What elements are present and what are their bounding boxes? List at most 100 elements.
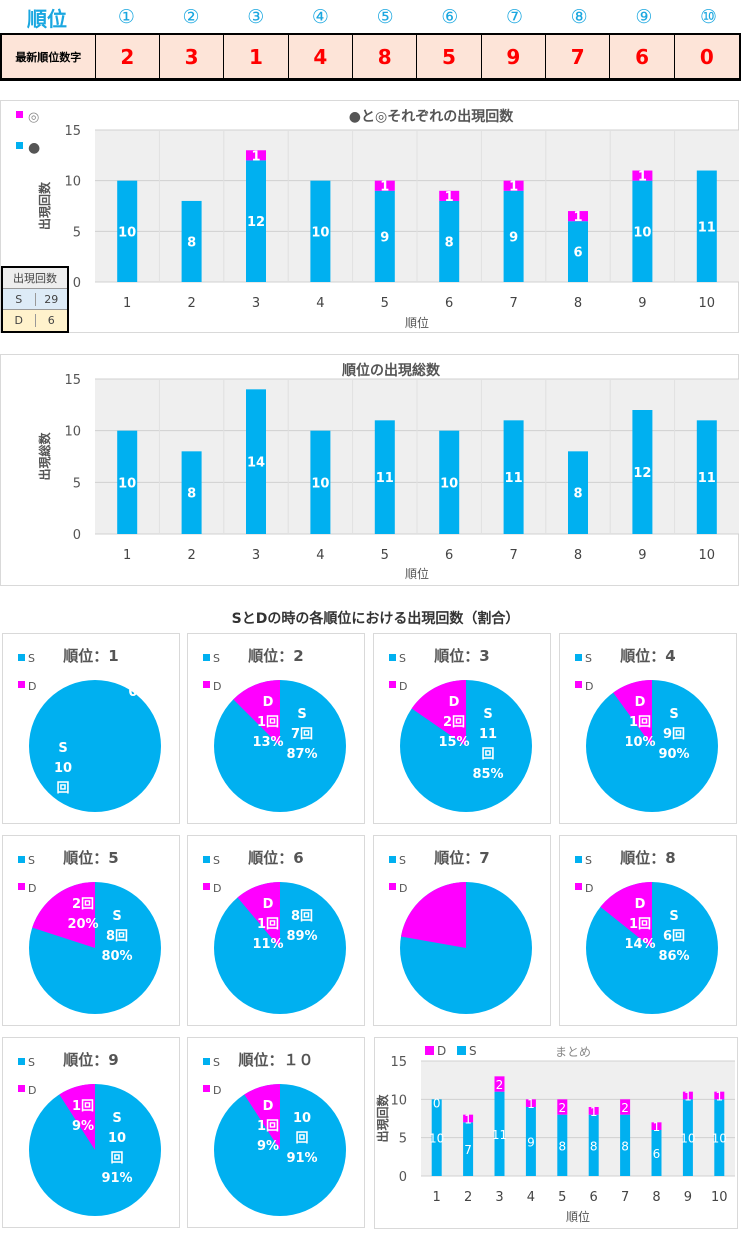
- digit-cell: 0: [699, 44, 714, 69]
- legend-swatch-s: [203, 1058, 210, 1065]
- x-tick-label: 10: [711, 1190, 728, 1205]
- bar-total: [568, 451, 588, 534]
- bar-●: [696, 170, 717, 282]
- legend-d: D: [399, 680, 407, 693]
- legend-swatch-s: [18, 856, 25, 863]
- data-label: 1: [509, 180, 518, 195]
- pie-slice-d: [401, 882, 466, 948]
- y-tick-label: 0: [399, 1170, 407, 1185]
- legend-s: S: [28, 652, 35, 665]
- x-tick-label: 7: [509, 548, 517, 563]
- x-axis-title: 順位: [405, 315, 429, 330]
- position-6: ⑥: [441, 6, 459, 28]
- bar-total: [310, 430, 331, 534]
- legend-s: S: [28, 854, 35, 867]
- x-tick-label: 4: [527, 1190, 535, 1205]
- legend-s: S: [213, 652, 220, 665]
- pie-title: 順位：１０: [237, 1051, 313, 1069]
- x-axis-title: 順位: [405, 566, 429, 581]
- data-label: 10: [440, 476, 458, 491]
- position-5: ⑤: [376, 6, 394, 28]
- pie-label-d: 10%: [624, 735, 655, 750]
- data-label: 2: [621, 1101, 629, 1115]
- y-axis-title: 出現回数: [375, 1094, 390, 1143]
- pie-label-d: 1回: [72, 1099, 94, 1114]
- pie-slice-d: [600, 882, 652, 948]
- pie-label-s: S: [58, 741, 67, 756]
- x-tick-label: 1: [123, 296, 131, 311]
- pie-label-s: S: [669, 909, 678, 924]
- x-tick-label: 8: [574, 548, 582, 563]
- data-label: 6: [573, 246, 582, 261]
- legend-swatch-s: [18, 654, 25, 661]
- pie-label-s: 90%: [658, 747, 689, 762]
- x-tick-label: 5: [381, 548, 389, 563]
- bar-D: [588, 1107, 599, 1115]
- legend-swatch-s: [18, 1058, 25, 1065]
- legend-swatch-s: [203, 856, 210, 863]
- d-key: D: [14, 314, 23, 327]
- pie-chart-rank-9: 順位：9 S D S 10 回 91% 1回 9%: [2, 1037, 180, 1228]
- counts-title: 出現回数: [13, 272, 57, 285]
- pie-label-d: 9%: [72, 1119, 94, 1134]
- y-tick-label: 10: [64, 425, 81, 440]
- bar-total: [439, 430, 460, 534]
- legend-s: S: [469, 1044, 477, 1058]
- legend-s: S: [28, 1056, 35, 1069]
- data-label: 1: [445, 190, 454, 205]
- legend-double-circle: ◎: [28, 110, 39, 125]
- x-tick-label: 9: [684, 1190, 692, 1205]
- pie-label-d: 20%: [67, 917, 98, 932]
- data-label: 9: [509, 230, 518, 245]
- legend-d: D: [213, 1084, 221, 1097]
- pie-label-s: 11: [479, 727, 497, 742]
- x-tick-label: 3: [252, 296, 260, 311]
- x-axis-title: 順位: [566, 1209, 590, 1224]
- position-3: ③: [247, 6, 265, 28]
- pie-title: 順位：3: [433, 647, 489, 665]
- data-label: 10: [633, 225, 651, 240]
- pie-title: 順位：1: [62, 647, 118, 665]
- pie-label-s: 7回: [291, 727, 313, 742]
- x-tick-label: 5: [381, 296, 389, 311]
- digit-cell: 2: [96, 35, 160, 78]
- x-tick-label: 7: [509, 296, 517, 311]
- bar-S: [463, 1122, 474, 1176]
- legend-swatch-d: [425, 1046, 434, 1055]
- legend-swatch-s: [389, 654, 396, 661]
- chart-title: 順位の出現総数: [342, 362, 441, 379]
- x-tick-label: 4: [316, 548, 324, 563]
- legend-s: S: [585, 652, 592, 665]
- digit-cell: 4: [289, 35, 353, 78]
- pie-label-s: 89%: [286, 929, 317, 944]
- position-4: ④: [311, 6, 329, 28]
- pie-chart-rank-1: 順位：1 S D S 10 回 0: [2, 633, 180, 824]
- chart-each-count: 0 5 10 15 ●と◎それぞれの出現回数 順位 出現回数 1 10 2 8 3 12 1 4 10 5 9 1 6…: [0, 100, 739, 333]
- bar-●: [632, 180, 653, 282]
- bar-D: [714, 1091, 725, 1100]
- pie-label-d: 2回: [443, 715, 465, 730]
- pie-section-title: SとDの時の各順位における出現回数（割合）: [231, 611, 520, 627]
- legend-swatch-d: [203, 681, 210, 688]
- legend-swatch-d: [18, 1085, 25, 1092]
- pie-label-d: D: [263, 695, 274, 710]
- bar-◎: [246, 150, 266, 161]
- data-label: 11: [505, 471, 523, 486]
- data-label: 1: [715, 1090, 723, 1104]
- data-label: 8: [187, 487, 196, 502]
- pie-label-d: 9%: [257, 1139, 279, 1154]
- pie-title: 順位：6: [247, 849, 303, 867]
- data-label: 10: [680, 1132, 695, 1146]
- legend-d: D: [28, 882, 36, 895]
- data-label: 8: [590, 1139, 598, 1153]
- legend-swatch-d: [389, 883, 396, 890]
- data-label: 10: [118, 225, 136, 240]
- y-tick-label: 15: [390, 1055, 407, 1070]
- pie-label-s: 回: [295, 1131, 308, 1146]
- pie-label-d: 14%: [624, 937, 655, 952]
- data-label: 8: [187, 235, 196, 250]
- legend-swatch-d: [18, 883, 25, 890]
- data-label: 2: [496, 1078, 504, 1092]
- bar-S: [588, 1114, 599, 1176]
- legend-d: D: [437, 1044, 446, 1058]
